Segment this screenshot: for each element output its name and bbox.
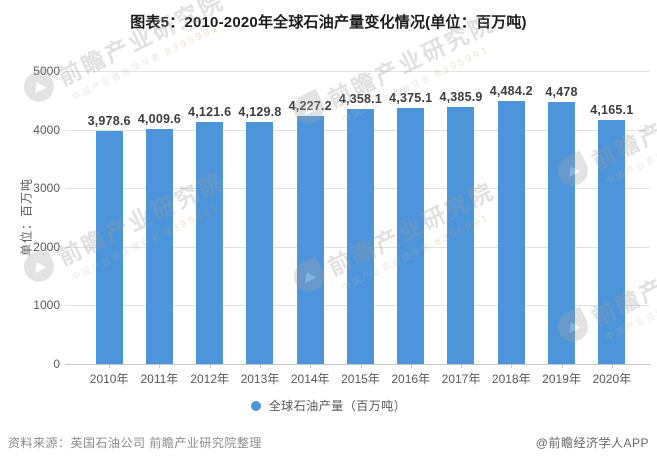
bar [447, 107, 475, 364]
x-axis-tick [159, 364, 161, 368]
bar-slot: 4,358.1 [335, 71, 385, 364]
bar-slot: 4,121.6 [185, 71, 235, 364]
bar-value-label: 4,484.2 [489, 84, 533, 98]
x-tick-label: 2014年 [290, 372, 330, 386]
bar-slot: 4,478 [536, 71, 586, 364]
x-tick-label: 2011年 [140, 372, 179, 386]
legend-marker-icon [250, 400, 261, 411]
bar-value-label: 3,978.6 [87, 114, 131, 128]
legend: 全球石油产量（百万吨） [0, 397, 657, 414]
bar [548, 102, 576, 364]
bar-slot: 3,978.6 [84, 71, 134, 364]
x-axis-tick [209, 364, 211, 368]
x-axis-tick [561, 364, 563, 368]
bar-slot: 4,009.6 [134, 71, 184, 364]
bar-value-label: 4,121.6 [188, 105, 232, 119]
bar-value-label: 4,009.6 [137, 112, 181, 126]
bar-value-label: 4,129.8 [238, 105, 282, 119]
x-axis-tick [511, 364, 513, 368]
y-tick-label: 2000 [33, 239, 60, 254]
x-tick-label: 2020年 [592, 372, 632, 386]
y-tick-label: 1000 [33, 298, 60, 313]
bar-slot: 4,227.2 [285, 71, 335, 364]
credit-note: @前瞻经济学人APP [535, 436, 649, 450]
bar [246, 122, 274, 364]
x-tick-label: 2017年 [441, 372, 481, 386]
bar [196, 122, 224, 364]
x-tick-label: 2019年 [542, 372, 581, 386]
bar-slot: 4,165.1 [587, 71, 637, 364]
bar [346, 109, 374, 364]
chart-title: 图表5：2010-2020年全球石油产量变化情况(单位：百万吨) [130, 14, 527, 31]
bars-group: 3,978.6 4,009.6 4,121.6 4,129.8 4,227.2 4,358… [84, 71, 637, 364]
bar-value-label: 4,165.1 [590, 103, 634, 117]
bar [296, 116, 324, 364]
bar-value-label: 4,385.9 [439, 90, 483, 104]
bar-value-label: 4,478 [545, 85, 578, 99]
x-tick-label: 2013年 [240, 372, 280, 386]
bar [145, 129, 173, 364]
x-axis-tick [259, 364, 261, 368]
x-tick-label: 2015年 [341, 372, 380, 386]
x-axis-labels: 2010年 2011年 2012年 2013年 2014年 2015年 2016年 2017年… [84, 370, 637, 387]
bar-value-label: 4,358.1 [338, 92, 383, 106]
bar [598, 120, 626, 364]
y-tick-label: 4000 [33, 122, 60, 137]
legend-label: 全球石油产量（百万吨） [268, 399, 407, 413]
x-axis-tick [109, 364, 111, 368]
x-tick-label: 2010年 [89, 372, 129, 386]
gridline [65, 71, 650, 72]
x-tick-label: 2018年 [491, 372, 531, 386]
bar-value-label: 4,227.2 [288, 99, 332, 113]
bar-value-label: 4,375.1 [389, 91, 433, 105]
bar-slot: 4,484.2 [486, 71, 536, 364]
plot-area: 3,978.6 4,009.6 4,121.6 4,129.8 4,227.2 4,358… [33, 64, 650, 371]
x-tick-label: 2016年 [391, 372, 431, 386]
bar [397, 108, 425, 364]
x-axis-tick [360, 364, 362, 368]
x-tick-label: 2012年 [190, 372, 230, 386]
bar-slot: 4,375.1 [386, 71, 436, 364]
y-tick-label: 3000 [33, 181, 60, 196]
bar-slot: 4,385.9 [436, 71, 486, 364]
y-tick-label: 5000 [33, 64, 60, 78]
source-note: 资料来源：英国石油公司 前瞻产业研究院整理 [8, 436, 262, 450]
bar [95, 131, 123, 364]
x-axis-tick [310, 364, 312, 368]
y-tick-label: 0 [53, 357, 60, 371]
bar [497, 101, 525, 364]
x-axis-tick [461, 364, 463, 368]
x-axis-tick [611, 364, 613, 368]
x-axis-tick [410, 364, 412, 368]
bar-slot: 4,129.8 [235, 71, 285, 364]
footer: 资料来源：英国石油公司 前瞻产业研究院整理 @前瞻经济学人APP [8, 434, 649, 451]
